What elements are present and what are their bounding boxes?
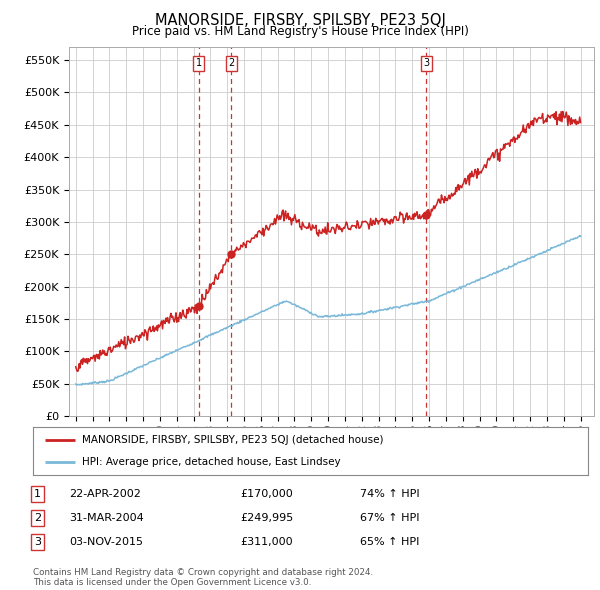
Text: £170,000: £170,000 <box>240 489 293 499</box>
Text: £311,000: £311,000 <box>240 537 293 547</box>
Text: MANORSIDE, FIRSBY, SPILSBY, PE23 5QJ (detached house): MANORSIDE, FIRSBY, SPILSBY, PE23 5QJ (de… <box>82 435 383 445</box>
Text: MANORSIDE, FIRSBY, SPILSBY, PE23 5QJ: MANORSIDE, FIRSBY, SPILSBY, PE23 5QJ <box>155 13 445 28</box>
Text: 1: 1 <box>34 489 41 499</box>
Text: 2: 2 <box>34 513 41 523</box>
Text: 31-MAR-2004: 31-MAR-2004 <box>69 513 144 523</box>
Text: 1: 1 <box>196 58 202 68</box>
Text: Contains HM Land Registry data © Crown copyright and database right 2024.
This d: Contains HM Land Registry data © Crown c… <box>33 568 373 587</box>
Text: £249,995: £249,995 <box>240 513 293 523</box>
Text: 03-NOV-2015: 03-NOV-2015 <box>69 537 143 547</box>
Text: 65% ↑ HPI: 65% ↑ HPI <box>360 537 419 547</box>
Text: 2: 2 <box>228 58 235 68</box>
Text: 3: 3 <box>424 58 430 68</box>
Text: HPI: Average price, detached house, East Lindsey: HPI: Average price, detached house, East… <box>82 457 340 467</box>
Text: Price paid vs. HM Land Registry's House Price Index (HPI): Price paid vs. HM Land Registry's House … <box>131 25 469 38</box>
Text: 22-APR-2002: 22-APR-2002 <box>69 489 141 499</box>
Text: 67% ↑ HPI: 67% ↑ HPI <box>360 513 419 523</box>
Text: 74% ↑ HPI: 74% ↑ HPI <box>360 489 419 499</box>
Text: 3: 3 <box>34 537 41 547</box>
